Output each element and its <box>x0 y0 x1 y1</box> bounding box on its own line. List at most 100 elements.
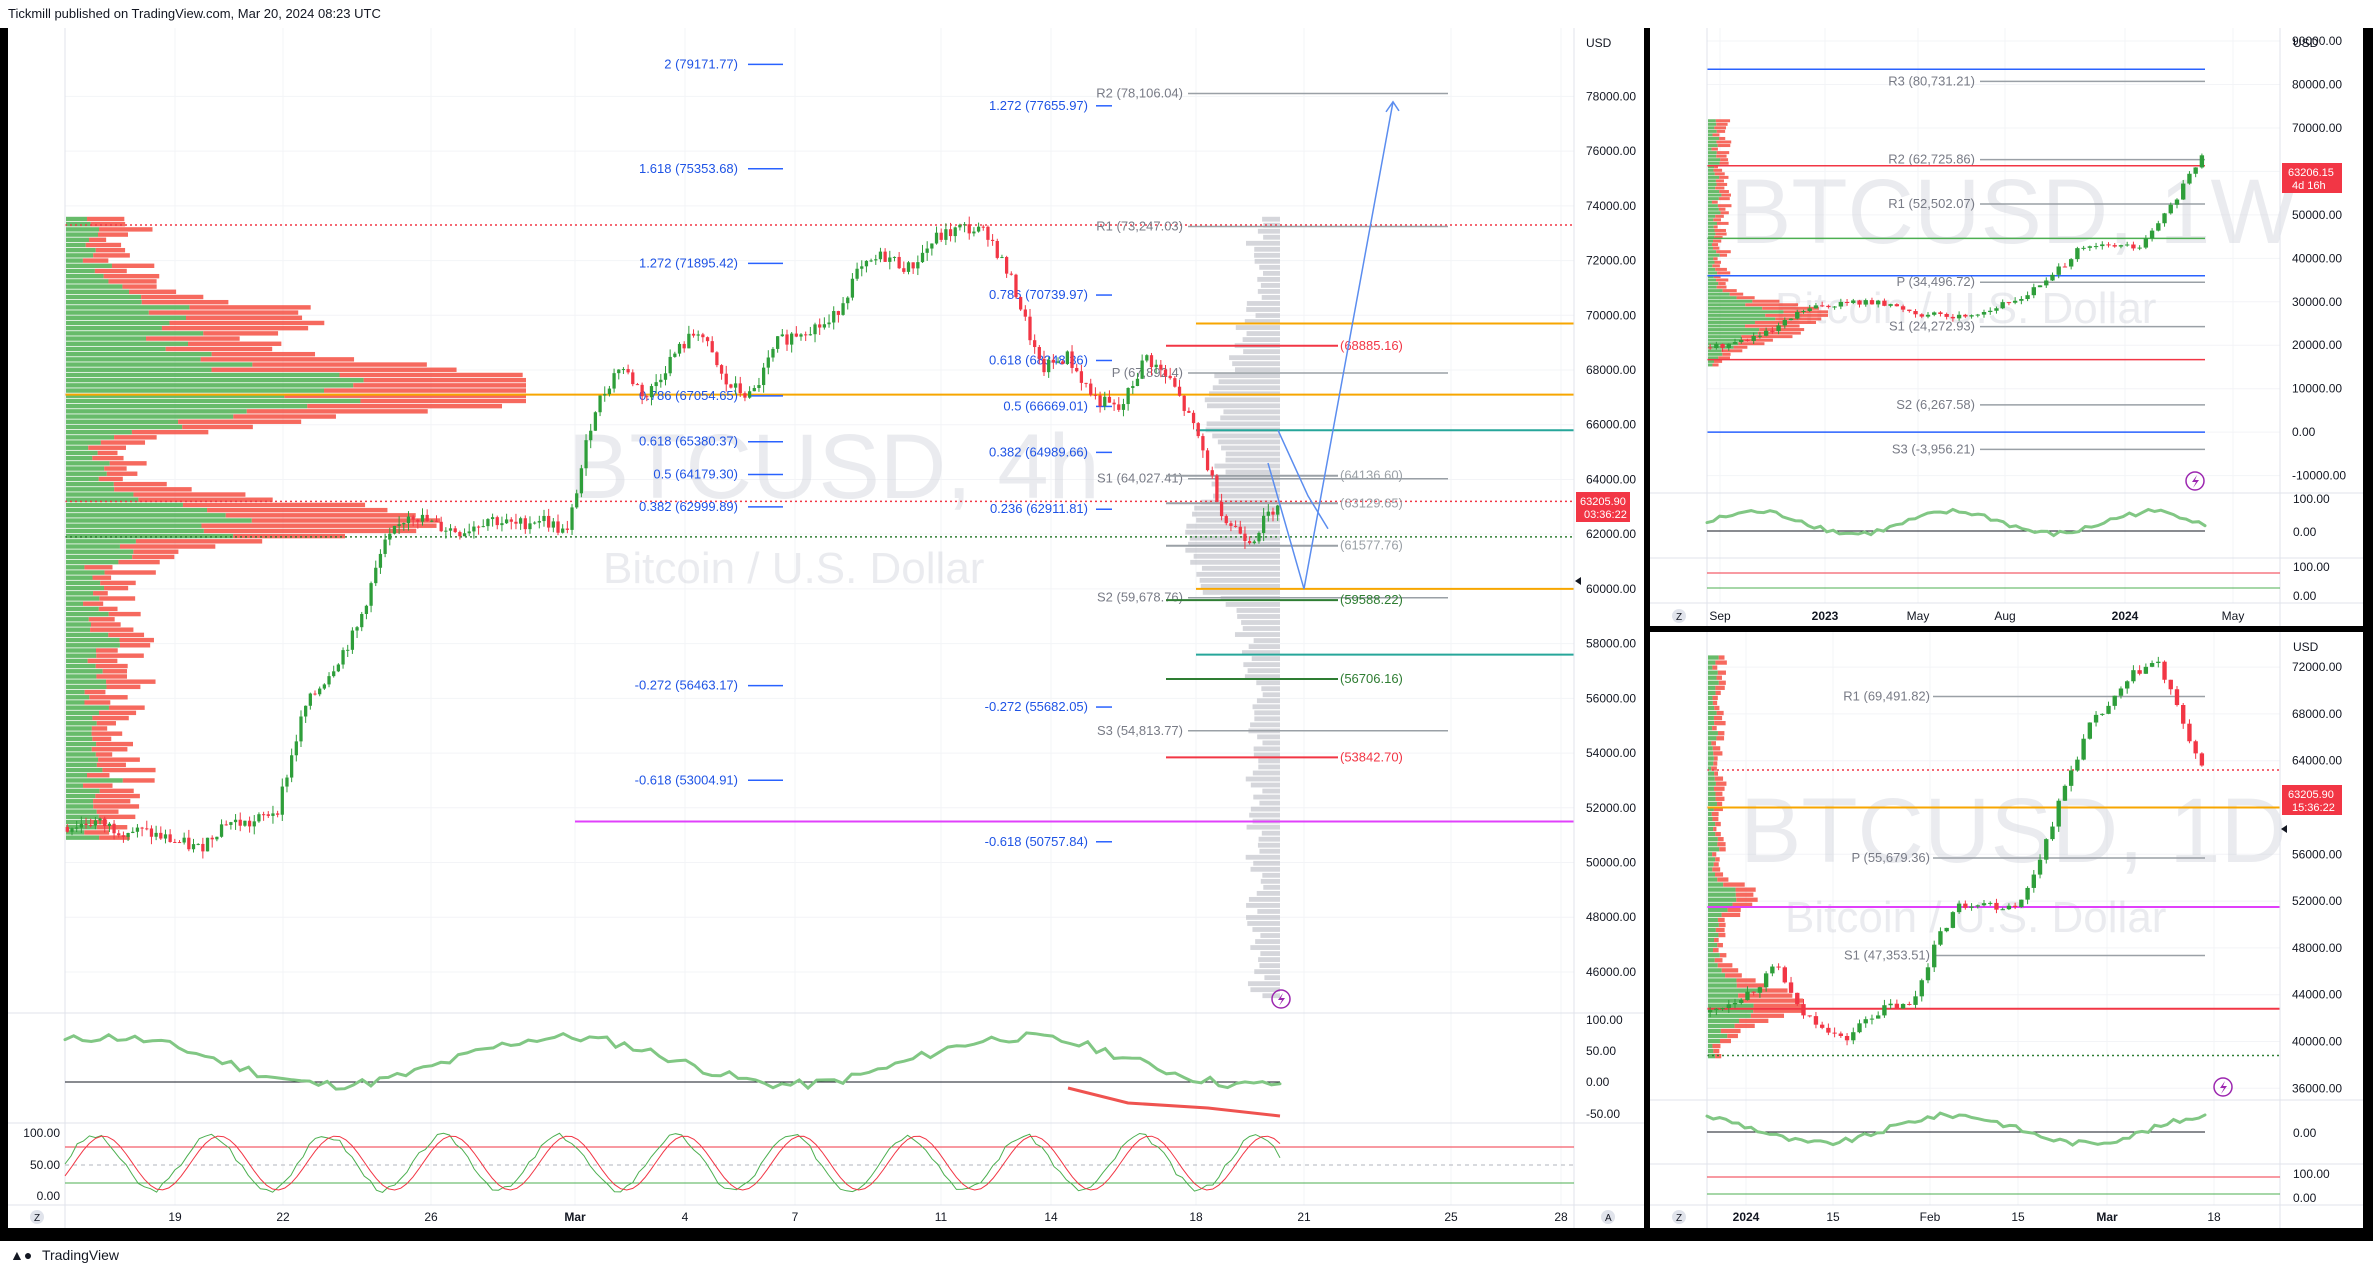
volume-bar-buy <box>66 747 92 752</box>
volume-bar-sell <box>91 731 123 736</box>
volume-bar-sell <box>1719 190 1729 194</box>
volume-bar-sell <box>1715 857 1720 862</box>
fib-label: 2 (79171.77) <box>664 56 738 71</box>
volume-bar-sell <box>91 819 108 825</box>
main-chart-4h[interactable]: BTCUSD, 4h Bitcoin / U.S. Dollar 2 (7917… <box>8 28 1644 1228</box>
candle-body <box>247 820 252 827</box>
volume-bar-sell <box>1718 356 1730 360</box>
candle-body <box>687 333 691 349</box>
volume-bar-buy <box>1708 887 1736 892</box>
candle-body <box>776 336 780 349</box>
candle-body <box>939 232 943 240</box>
candle-body <box>911 262 915 269</box>
currency-label: USD <box>2293 640 2319 654</box>
pivot-label: S3 (54,813.77) <box>1097 723 1183 738</box>
candle-body <box>2062 266 2068 268</box>
weekly-chart-svg[interactable]: BTCUSD, 1W Bitcoin / U.S. Dollar R3 (80,… <box>1650 28 2363 626</box>
volume-profile-bar <box>1250 722 1280 728</box>
candle-body <box>916 262 920 269</box>
candle-body <box>677 343 682 354</box>
candle-body <box>425 514 429 522</box>
volume-bar-buy <box>1708 766 1712 771</box>
candle-body <box>1963 903 1968 908</box>
volume-bar-buy <box>1708 665 1713 670</box>
candle-body <box>1932 312 1937 315</box>
tradingview-logo-icon[interactable]: ▲● <box>10 1247 33 1263</box>
volume-bar-sell <box>114 435 157 440</box>
volume-bar-sell <box>284 393 526 398</box>
volume-bar-sell <box>95 663 128 669</box>
volume-bar-sell <box>1716 736 1725 741</box>
candle-body <box>2100 244 2105 247</box>
volume-bar-buy <box>1708 821 1716 827</box>
price-tick-label: 50000.00 <box>2292 208 2342 222</box>
z-button[interactable]: Z <box>30 1210 44 1224</box>
candle-body <box>1745 991 1750 1001</box>
lightning-icon[interactable] <box>1271 989 1291 1009</box>
candle-body <box>2037 285 2043 288</box>
lightning-icon[interactable] <box>2213 1077 2233 1097</box>
candle-body <box>285 777 289 787</box>
daily-chart-svg[interactable]: BTCUSD, 1D Bitcoin / U.S. Dollar R2 (77,… <box>1650 632 2363 1228</box>
candle-body <box>1988 902 1993 904</box>
volume-profile-bar <box>1185 547 1280 553</box>
volume-bar-buy <box>1708 811 1712 817</box>
volume-bar-sell <box>1714 958 1723 963</box>
time-tick-label: 19 <box>168 1210 182 1224</box>
volume-bar-buy <box>66 435 115 440</box>
candle-body <box>2174 199 2180 205</box>
a-button[interactable]: A <box>1601 1210 1615 1224</box>
rsi-tick-label: 0.00 <box>2293 525 2317 539</box>
fib-label: 1.618 (75353.68) <box>639 161 738 176</box>
volume-profile-bar <box>1259 264 1280 270</box>
daily-chart-1d[interactable]: BTCUSD, 1D Bitcoin / U.S. Dollar R2 (77,… <box>1650 632 2363 1228</box>
time-tick-label: 2023 <box>1812 609 1839 623</box>
candle-body <box>659 379 663 383</box>
volume-bar-sell <box>1715 821 1721 827</box>
volume-bar-buy <box>1708 186 1716 190</box>
volume-bar-buy <box>1708 1023 1735 1029</box>
volume-bar-sell <box>90 221 126 227</box>
symbol-watermark: BTCUSD, 1D <box>1740 780 2287 882</box>
candle-body <box>2131 670 2136 682</box>
volume-profile-bar <box>1192 511 1280 517</box>
volume-profile-bar <box>1253 746 1280 752</box>
volume-profile-bar <box>1250 987 1280 993</box>
fib-label: 0.5 (66669.01) <box>1003 398 1088 413</box>
candle-body <box>1751 991 1756 993</box>
volume-bar-sell <box>1718 197 1730 201</box>
volume-bar-buy <box>1708 655 1719 660</box>
volume-profile-bar <box>1218 379 1280 385</box>
candle-body <box>804 334 808 336</box>
volume-profile-bar <box>1258 758 1280 764</box>
main-chart-svg[interactable]: BTCUSD, 4h Bitcoin / U.S. Dollar 2 (7917… <box>8 28 1644 1228</box>
volume-bar-buy <box>1708 963 1718 968</box>
oscillator-line <box>63 1031 1282 1091</box>
volume-bar-buy <box>66 227 99 232</box>
volume-bar-sell <box>96 809 119 814</box>
candle-body <box>2056 800 2061 827</box>
candle-body <box>1093 394 1098 396</box>
volume-bar-buy <box>66 445 89 450</box>
candle-body <box>509 519 513 522</box>
volume-bar-sell <box>83 601 104 606</box>
volume-profile-bar <box>1250 806 1280 812</box>
volume-bar-sell <box>98 757 140 762</box>
volume-bar-sell <box>1715 927 1725 933</box>
volume-profile-bar <box>1243 349 1280 355</box>
z-button[interactable]: Z <box>1672 1210 1686 1224</box>
z-button[interactable]: Z <box>1672 609 1686 623</box>
volume-bar-sell <box>1762 306 1819 310</box>
volume-bar-buy <box>1708 998 1743 1003</box>
lightning-icon[interactable] <box>2185 471 2205 491</box>
footer-brand[interactable]: TradingView <box>41 1247 119 1263</box>
volume-profile-bar <box>1225 451 1280 457</box>
volume-bar-buy <box>1708 867 1713 872</box>
volume-profile-bar <box>1261 295 1280 300</box>
fib-levels: 2 (79171.77) 1.618 (75353.68) 1.272 (71895… <box>635 56 1112 849</box>
volume-profile-right <box>1185 216 1280 999</box>
volume-bar-buy <box>66 273 104 279</box>
candle-body <box>65 826 69 832</box>
weekly-chart-1w[interactable]: BTCUSD, 1W Bitcoin / U.S. Dollar R3 (80,… <box>1650 28 2363 626</box>
volume-bar-buy <box>66 611 109 617</box>
